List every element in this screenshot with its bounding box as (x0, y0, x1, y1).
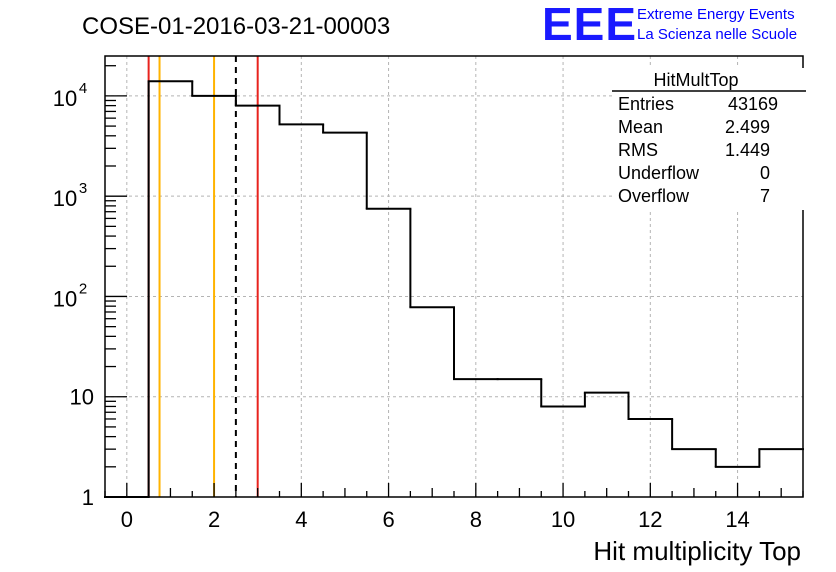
logo-line-2: La Scienza nelle Scuole (637, 26, 797, 43)
x-tick-label: 6 (382, 507, 394, 532)
stats-label: Mean (618, 117, 663, 137)
stats-value: 43169 (728, 94, 778, 114)
stats-value: 2.499 (725, 117, 770, 137)
x-tick-label: 8 (470, 507, 482, 532)
x-tick-label: 0 (121, 507, 133, 532)
x-tick-label: 2 (208, 507, 220, 532)
y-tick-label: 10 (53, 86, 77, 111)
logo-line-1: Extreme Energy Events (637, 6, 795, 23)
stats-label: Underflow (618, 163, 700, 183)
stats-value: 0 (760, 163, 770, 183)
logo-text: EEE (542, 0, 637, 50)
x-axis-label: Hit multiplicity Top (593, 536, 801, 566)
x-tick-label: 12 (638, 507, 662, 532)
stats-value: 1.449 (725, 140, 770, 160)
x-tick-label: 4 (295, 507, 307, 532)
y-tick-label: 10 (70, 385, 94, 410)
stats-label: Entries (618, 94, 674, 114)
chart-title: COSE-01-2016-03-21-00003 (82, 13, 390, 40)
x-tick-label: 14 (725, 507, 749, 532)
stats-label: RMS (618, 140, 658, 160)
stats-label: Overflow (618, 186, 690, 206)
x-axis-ticks: 0 2 4 6 8 10 12 14 (104, 483, 804, 532)
y-tick-label-exponent: 2 (79, 280, 87, 297)
stats-value: 7 (760, 186, 770, 206)
y-tick-label: 10 (53, 186, 77, 211)
eee-logo: EEE Extreme Energy Events La Scienza nel… (542, 0, 797, 50)
vertical-marker-lines (147, 56, 259, 497)
stats-box-title: HitMultTop (653, 70, 738, 90)
y-tick-label: 10 (53, 286, 77, 311)
y-tick-label-exponent: 3 (79, 180, 87, 197)
y-tick-label: 1 (82, 485, 94, 510)
y-tick-label-exponent: 4 (79, 80, 87, 97)
x-tick-label: 10 (551, 507, 575, 532)
stats-box: HitMultTop Entries 43169 Mean 2.499 RMS … (612, 68, 807, 210)
